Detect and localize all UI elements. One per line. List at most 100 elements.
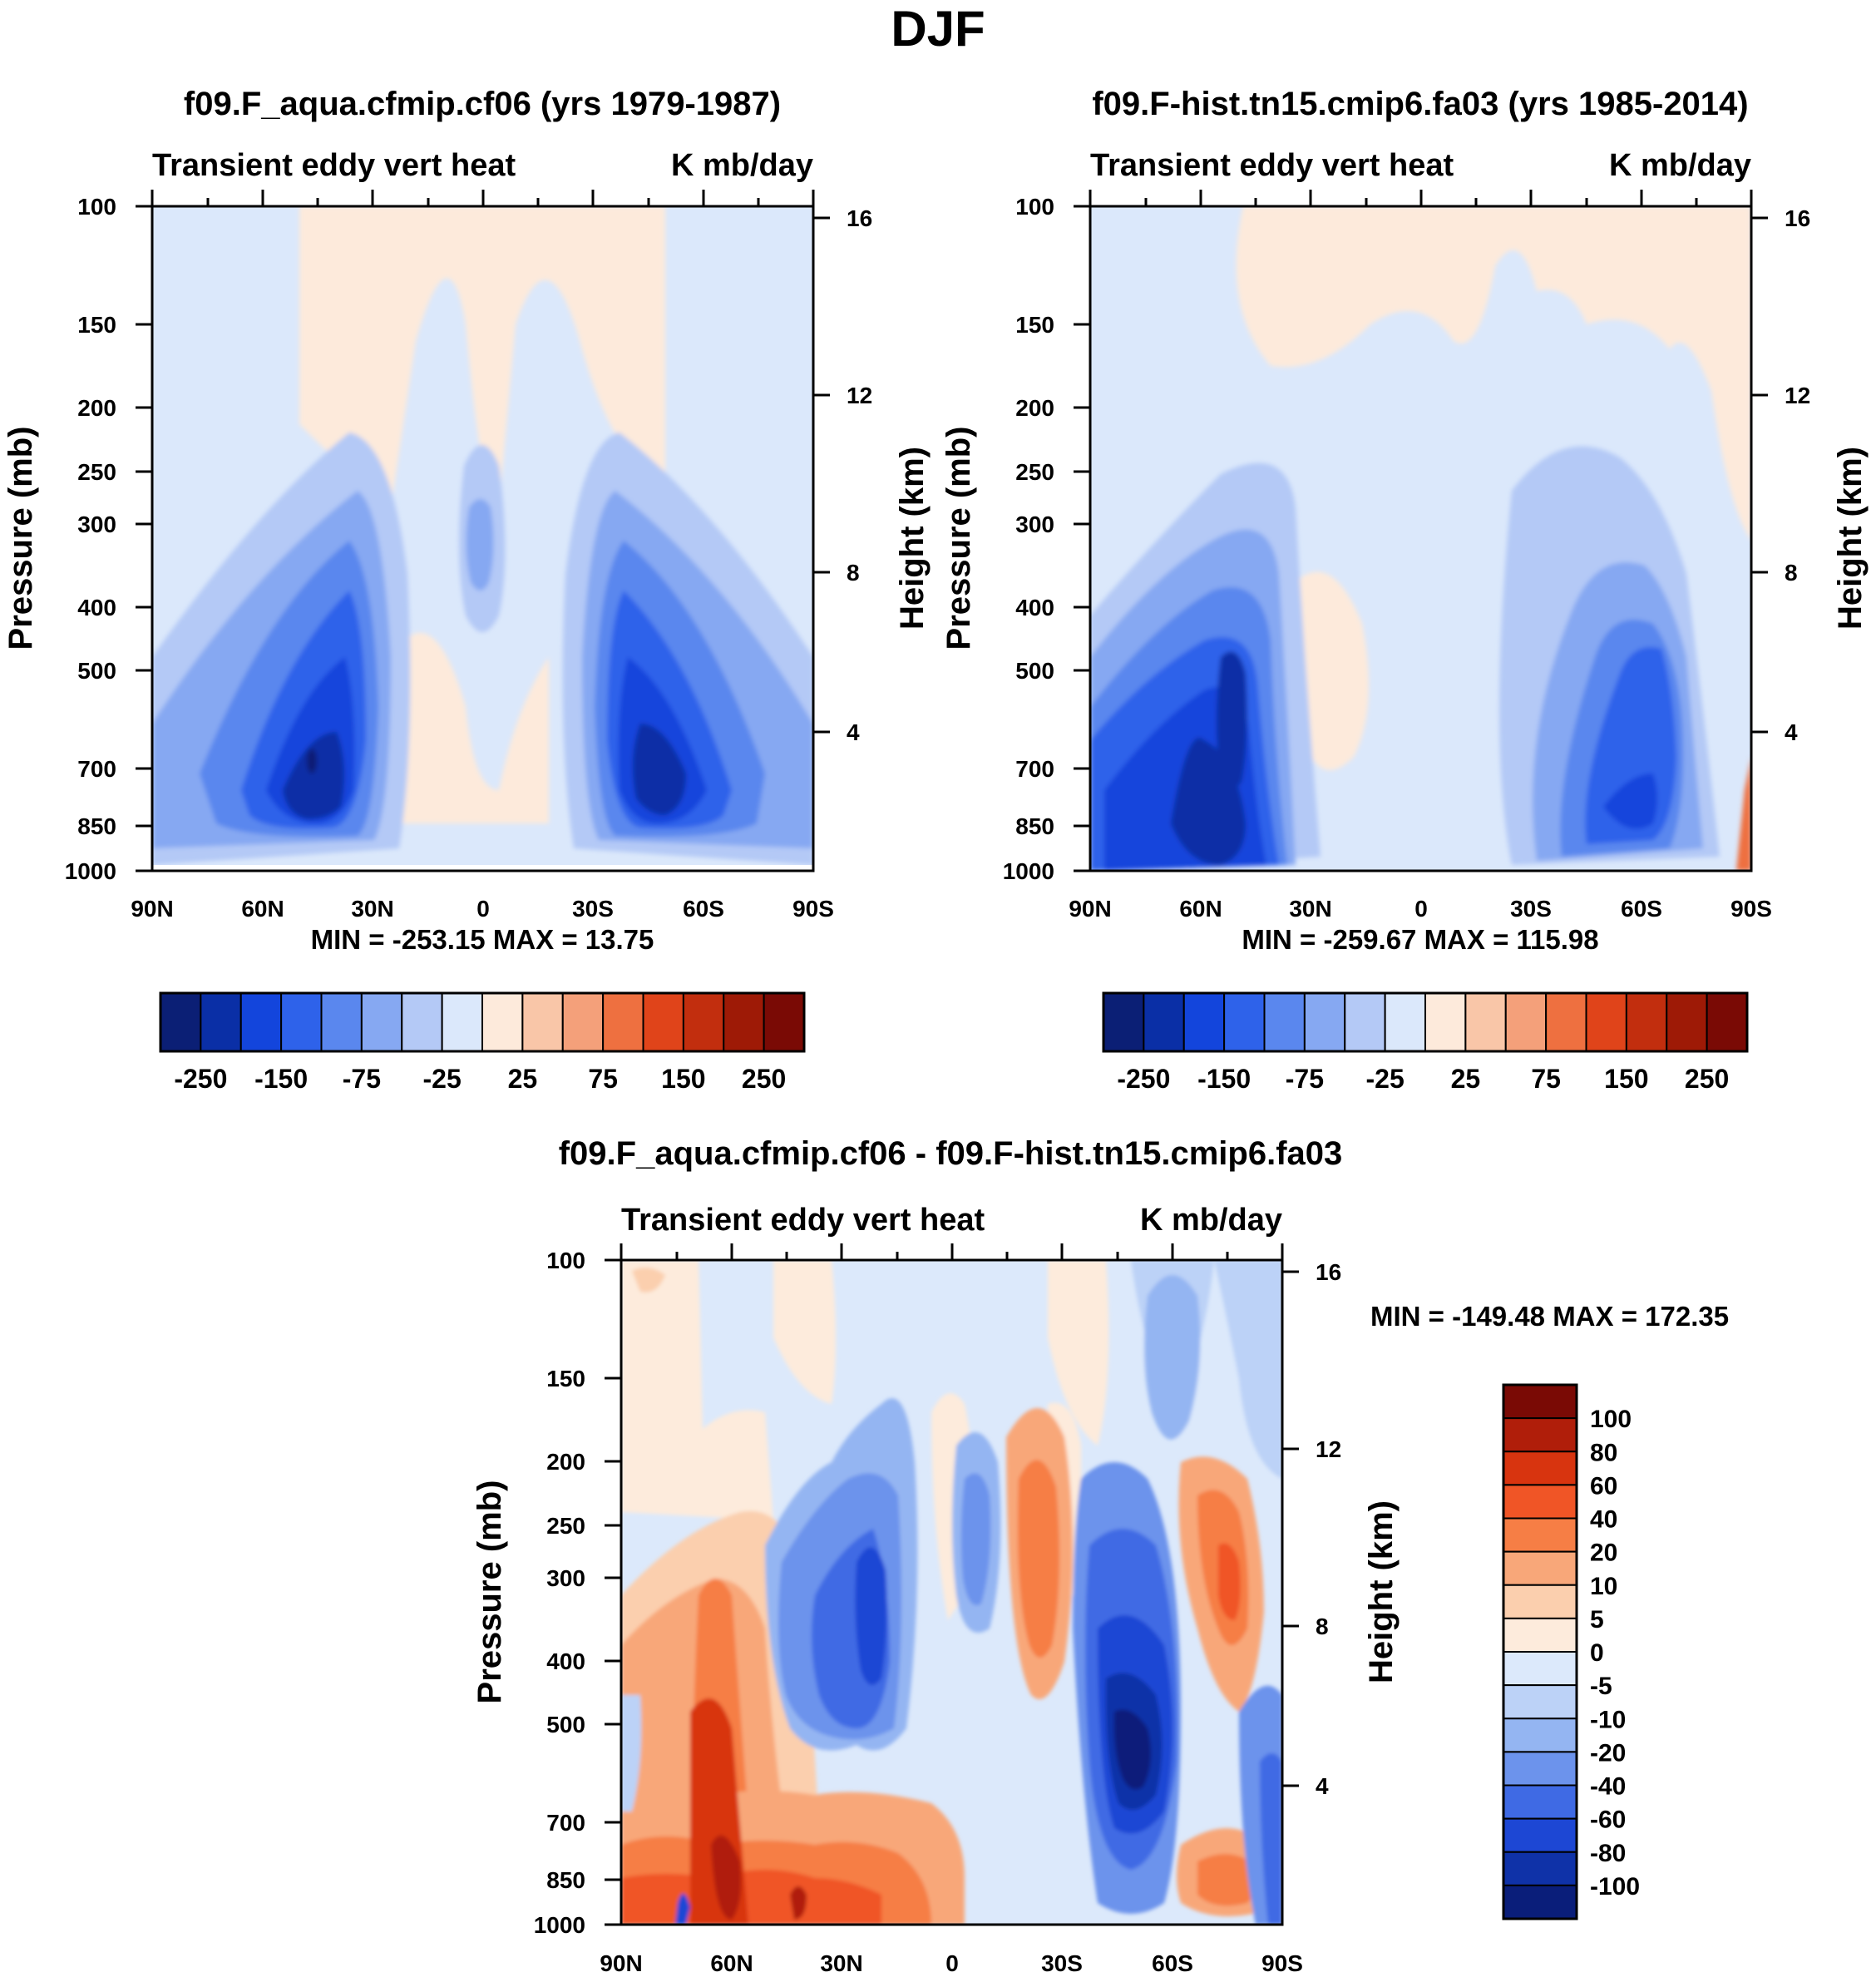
colorbar-box [1503, 1417, 1577, 1453]
height-tick-label: 8 [1316, 1614, 1329, 1639]
colorbar-box [1503, 1884, 1577, 1920]
colorbar-box [1625, 992, 1668, 1052]
colorbar-box [1503, 1484, 1577, 1520]
height-tick-label: 8 [847, 560, 860, 586]
colorbar-label: -80 [1590, 1840, 1626, 1867]
y-tick-label: 300 [77, 512, 116, 537]
colorbar-label: -250 [1117, 1064, 1170, 1094]
x-tick-label: 60S [683, 896, 724, 922]
y-tick-label: 700 [77, 756, 116, 782]
y-tick-label: 300 [546, 1565, 585, 1591]
y-tick-label: 150 [546, 1366, 585, 1391]
y-tick-label: 700 [1015, 756, 1054, 782]
colorbar-box [239, 992, 283, 1052]
colorbar: -250 -150 -75 -25 25 75 150 250 [1102, 991, 1749, 1094]
y-tick-label: 200 [1015, 395, 1054, 421]
right-axis-label: Height (km) [1832, 447, 1869, 630]
colorbar-label: 20 [1590, 1540, 1617, 1567]
y-tick-label: 300 [1015, 512, 1054, 537]
panel-hist: f09.F-hist.tn15.cmip6.fa03 (yrs 1985-201… [940, 86, 1869, 1094]
y-tick-label: 200 [77, 395, 116, 421]
figure-title: DJF [891, 1, 985, 57]
colorbar-box [1182, 992, 1226, 1052]
x-tick-label: 30S [1041, 1950, 1083, 1976]
colorbar-label: 60 [1590, 1472, 1617, 1500]
x-tick-label: 0 [476, 896, 490, 922]
colorbar-box [1503, 1584, 1577, 1619]
panel-difference: f09.F_aqua.cfmip.cf06 - f09.F-hist.tn15.… [471, 1135, 1729, 1976]
panel-title: f09.F-hist.tn15.cmip6.fa03 (yrs 1985-201… [1092, 86, 1748, 122]
colorbar-label: -25 [423, 1064, 462, 1094]
axis-ticks [136, 190, 830, 872]
colorbar-box [360, 992, 403, 1052]
colorbar-box [200, 992, 242, 1052]
y-tick-label: 150 [77, 312, 116, 338]
colorbar-box [441, 992, 483, 1052]
colorbar-label: 250 [742, 1064, 786, 1094]
y-tick-label: 500 [1015, 658, 1054, 684]
colorbar-box [1503, 1517, 1577, 1553]
y-tick-label: 400 [77, 595, 116, 620]
colorbar-label: -5 [1590, 1673, 1612, 1700]
x-tick-label: 30S [572, 896, 614, 922]
height-tick-label: 12 [1785, 383, 1810, 408]
x-tick-label: 60N [710, 1950, 753, 1976]
y-tick-label: 250 [546, 1513, 585, 1539]
y-tick-label: 150 [1015, 312, 1054, 338]
x-tick-label: 90S [1261, 1950, 1303, 1976]
min-max-stats: MIN = -149.48 MAX = 172.35 [1370, 1301, 1729, 1332]
colorbar-label: -150 [254, 1064, 308, 1094]
left-string: Transient eddy vert heat [1090, 148, 1454, 183]
height-tick-label: 16 [1785, 205, 1810, 231]
colorbar-box [1504, 992, 1548, 1052]
colorbar-box [1223, 992, 1266, 1052]
x-tick-label: 30N [351, 896, 393, 922]
colorbar-box [481, 992, 524, 1052]
colorbar-label: 75 [1531, 1064, 1561, 1094]
y-tick-label: 100 [1015, 194, 1054, 220]
x-tick-label: 90N [131, 896, 173, 922]
x-tick-label: 60S [1152, 1950, 1193, 1976]
colorbar-label: -75 [1286, 1064, 1324, 1094]
colorbar-box [1503, 1451, 1577, 1486]
colorbar-label: -100 [1590, 1873, 1640, 1900]
x-tick-label: 60S [1621, 896, 1662, 922]
colorbar-box [1503, 1651, 1577, 1687]
colorbar-label: 10 [1590, 1573, 1617, 1600]
colorbar-label: 75 [588, 1064, 618, 1094]
x-tick-label: 60N [241, 896, 284, 922]
colorbar-box [1384, 992, 1426, 1052]
colorbar-box [1503, 1550, 1577, 1586]
colorbar-box [1503, 1684, 1577, 1720]
colorbar-box [1143, 992, 1185, 1052]
colorbar-box [1344, 992, 1386, 1052]
y-tick-label: 250 [1015, 459, 1054, 485]
colorbar-frame [159, 991, 806, 1053]
x-tick-label: 90N [600, 1950, 642, 1976]
colorbar-box [723, 992, 765, 1052]
min-max-stats: MIN = -253.15 MAX = 13.75 [311, 924, 654, 955]
x-tick-label: 30S [1510, 896, 1552, 922]
colorbar-label: 250 [1685, 1064, 1729, 1094]
y-tick-label: 850 [1015, 813, 1054, 839]
colorbar-label: 0 [1590, 1639, 1604, 1667]
height-tick-label: 4 [1785, 719, 1798, 745]
colorbar-frame [1502, 1383, 1578, 1920]
height-tick-label: 12 [1316, 1436, 1341, 1462]
colorbar: -250 -150 -75 -25 25 75 150 250 [159, 991, 806, 1094]
y-tick-label: 200 [546, 1449, 585, 1475]
colorbar-box [521, 992, 564, 1052]
colorbar-box [280, 992, 323, 1052]
panel-title: f09.F_aqua.cfmip.cf06 (yrs 1979-1987) [184, 86, 781, 122]
colorbar-label: -25 [1366, 1064, 1405, 1094]
colorbar-label: 150 [661, 1064, 705, 1094]
right-axis-label: Height (km) [894, 447, 931, 630]
colorbar-box [1464, 992, 1507, 1052]
colorbar-box [1263, 992, 1306, 1052]
y-tick-label: 1000 [534, 1912, 585, 1938]
colorbar-box [320, 992, 363, 1052]
y-tick-label: 250 [77, 459, 116, 485]
colorbar-box [1503, 1617, 1577, 1653]
axis-ticks [605, 1243, 1299, 1926]
y-tick-label: 1000 [1003, 858, 1054, 884]
